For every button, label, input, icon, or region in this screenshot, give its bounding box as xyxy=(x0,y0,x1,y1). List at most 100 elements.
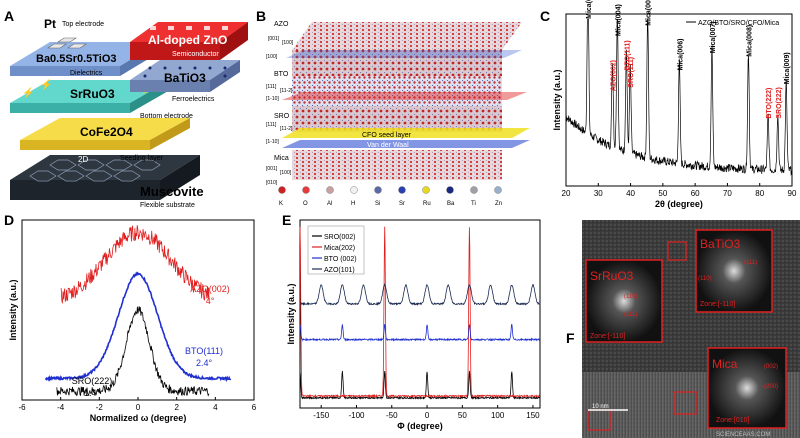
legend-label-Sr: Sr xyxy=(399,201,405,207)
x-tick-label: 60 xyxy=(691,189,700,198)
watermark: SCIENCEAAS.COM xyxy=(716,432,770,438)
x-tick-label: 150 xyxy=(526,411,540,420)
panel-label-f: F xyxy=(566,330,575,346)
legend-label-Ti: Ti xyxy=(471,201,476,207)
bto-fft-label: BaTiO3 xyxy=(700,237,741,251)
legend-label-Zn: Zn xyxy=(495,201,502,207)
x-tick-label: 50 xyxy=(458,411,467,420)
peak-label: Mica(007) xyxy=(710,21,717,53)
series-SRO(002) xyxy=(299,370,541,401)
x-tick-label: -100 xyxy=(348,411,365,420)
series-SRO(222) xyxy=(56,306,210,397)
xrd-trace xyxy=(565,18,793,176)
series-Mica(202) xyxy=(299,226,541,399)
svg-text:[100]: [100] xyxy=(266,54,278,60)
sro-label: SrRuO3 xyxy=(70,87,115,101)
legend-entry: AZO(101) xyxy=(324,267,355,274)
phi-scan-chart: -150 -100 -50 0 50 100 150 Φ (degree) Intensity … xyxy=(286,219,541,431)
panel-e: E -150 -100 -50 0 50 100 150 Φ (degree) Intensit… xyxy=(278,212,546,438)
x-tick-label: 70 xyxy=(723,189,732,198)
y-axis-label: Intensity (a.u.) xyxy=(8,279,18,340)
panel-f: F SrRuO3 (110) (111) Zone:[-110] BaTiO3 xyxy=(566,212,800,438)
fwhm-label: 4° xyxy=(206,296,215,306)
seeding-layer-label: Seeding layer xyxy=(120,155,163,162)
y-axis-label: Intensity (a.u.) xyxy=(552,69,562,130)
legend: SRO(002) Mica(202) BTO (002) AZO(101) xyxy=(307,225,365,275)
sro-fft-label: SrRuO3 xyxy=(590,269,634,283)
series-label: AZO(002) xyxy=(190,284,230,294)
ferroelectrics-label: Ferroelectrics xyxy=(172,96,215,103)
bottom-electrode-label: Bottom electrode xyxy=(140,113,193,120)
series-AZO(002) xyxy=(60,225,210,304)
pt-electrodes xyxy=(47,37,87,49)
series-BTO (002) xyxy=(299,323,540,342)
legend-label-Ru: Ru xyxy=(423,201,431,207)
azo-layer: Al-doped ZnO Semiconductor xyxy=(130,22,248,60)
svg-text:[111]: [111] xyxy=(266,122,277,128)
vdw-label: Van der Waal xyxy=(367,142,409,149)
cfo-seed-label: CFO seed layer xyxy=(362,132,412,139)
x-tick-label: 0 xyxy=(136,403,141,412)
legend-atom-H xyxy=(350,186,358,194)
x-tick-label: 30 xyxy=(594,189,603,198)
x-tick-label: 4 xyxy=(213,403,218,412)
muscovite-layer: 2D Muscovite Flexible substrate xyxy=(10,155,204,209)
bst-label: Ba0.5Sr0.5TiO3 xyxy=(36,53,117,65)
panel-c: C 20 30 40 50 60 70 80 90 2θ (degree) Intensity (… xyxy=(536,0,800,210)
legend-box xyxy=(307,225,365,275)
dielectrics-label: Dielectrics xyxy=(70,70,103,77)
legend-label-Si: Si xyxy=(375,201,380,207)
svg-text:(110): (110) xyxy=(624,294,638,300)
muscovite-label: Muscovite xyxy=(140,184,204,199)
legend-atom-K xyxy=(278,186,286,194)
top-electrode-label: Top electrode xyxy=(62,21,104,28)
x-tick-label: 6 xyxy=(252,403,257,412)
x-tick-label: 2 xyxy=(174,403,179,412)
legend-atom-Ba xyxy=(446,186,454,194)
layer-azo: AZO xyxy=(274,21,289,28)
x-tick-label: 80 xyxy=(755,189,764,198)
pt-label: Pt xyxy=(44,17,56,31)
semiconductor-label: Semiconductor xyxy=(172,51,219,58)
plot-frame xyxy=(565,13,793,187)
rocking-curve-chart: -6 -4 -2 0 2 4 6 Normalized ω (degree) Intensity… xyxy=(8,219,257,423)
series-label: BTO(111) xyxy=(185,346,223,356)
element-legend: K O Al H Si Sr Ru Ba Ti Zn xyxy=(278,186,502,207)
scale-bar: 10 nm xyxy=(592,404,609,410)
plot-frame xyxy=(299,219,541,409)
legend-entry: BTO (002) xyxy=(324,256,357,263)
x-tick-label: 100 xyxy=(491,411,505,420)
x-tick-label: 20 xyxy=(562,189,571,198)
x-tick-label: 0 xyxy=(425,411,430,420)
svg-text:(002): (002) xyxy=(764,364,778,370)
panel-label-d: D xyxy=(4,212,15,228)
bto-layer: BaTiO3 Ferroelectrics xyxy=(130,60,240,103)
peak-label: SRO(111) xyxy=(628,57,635,88)
panel-a: A 2D Muscovite Flexible substrate xyxy=(0,0,250,210)
xrd-chart: 20 30 40 50 60 70 80 90 2θ (degree) Intensity (a.… xyxy=(552,0,797,209)
peak-label: Mica(005) xyxy=(646,0,653,26)
panel-label-c: C xyxy=(540,8,551,24)
legend-label-H: H xyxy=(351,201,355,207)
peak-label: Mica(004) xyxy=(615,4,622,36)
cfo-layer: CoFe2O4 Seeding layer xyxy=(20,118,190,162)
mica-fft-inset xyxy=(707,347,787,429)
legend-entry: SRO(002) xyxy=(324,234,356,241)
panel-label-a: A xyxy=(4,8,15,24)
legend-label-Al: Al xyxy=(327,201,332,207)
tem-image: SrRuO3 (110) (111) Zone:[-110] BaTiO3 (1… xyxy=(582,220,800,438)
bto-zone: Zone:[-110] xyxy=(700,301,735,308)
legend-atom-O xyxy=(302,186,310,194)
peak-label: SRO(222) xyxy=(776,87,783,119)
svg-text:[001]: [001] xyxy=(268,36,280,42)
peak-label: Mica(009) xyxy=(784,52,791,84)
peak-label: Mica(008) xyxy=(746,25,753,57)
sro-zone: Zone:[-110] xyxy=(590,333,625,340)
axes: -6 -4 -2 0 2 4 6 Normalized ω (degree) Intensity… xyxy=(8,219,257,423)
mica-fft-label: Mica xyxy=(712,357,738,371)
cfo-label: CoFe2O4 xyxy=(80,125,133,139)
mica-zone: Zone:[010] xyxy=(716,417,750,424)
x-axis-label: Normalized ω (degree) xyxy=(90,413,187,423)
series-AZO(101) xyxy=(299,283,541,307)
x-tick-label: 40 xyxy=(626,189,635,198)
